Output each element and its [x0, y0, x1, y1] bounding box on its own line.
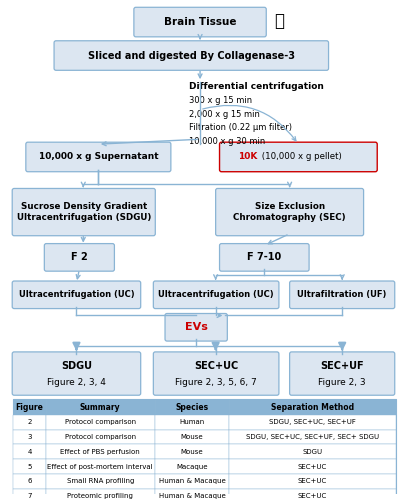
FancyBboxPatch shape [153, 281, 279, 308]
Text: Sliced and digested By Collagenase-3: Sliced and digested By Collagenase-3 [88, 50, 295, 60]
Text: 5: 5 [27, 464, 32, 469]
FancyBboxPatch shape [165, 314, 227, 341]
Text: F 2: F 2 [71, 252, 88, 262]
Text: Ultrafiltration (UF): Ultrafiltration (UF) [298, 290, 387, 300]
Text: SEC+UC: SEC+UC [298, 464, 327, 469]
Bar [229, 459, 396, 474]
Bar [13, 474, 46, 489]
Bar [46, 415, 155, 430]
Text: Sucrose Density Gradient
Ultracentrifugation (SDGU): Sucrose Density Gradient Ultracentrifuga… [16, 202, 151, 222]
Text: Species: Species [176, 402, 209, 411]
Bar [46, 399, 155, 415]
Bar [13, 489, 46, 500]
Text: Mouse: Mouse [181, 449, 203, 455]
Text: 2,000 x g 15 min: 2,000 x g 15 min [189, 110, 260, 118]
FancyBboxPatch shape [134, 8, 266, 37]
Text: Small RNA profiling: Small RNA profiling [67, 478, 134, 484]
Bar [155, 399, 229, 415]
Text: Figure 2, 3, 5, 6, 7: Figure 2, 3, 5, 6, 7 [175, 378, 257, 386]
Bar [46, 459, 155, 474]
Text: Figure 2, 3, 4: Figure 2, 3, 4 [47, 378, 106, 386]
Text: Brain Tissue: Brain Tissue [164, 17, 236, 27]
Bar [46, 489, 155, 500]
Text: Ultracentrifugation (UC): Ultracentrifugation (UC) [18, 290, 134, 300]
Text: 10K: 10K [238, 152, 257, 162]
Text: SEC+UC: SEC+UC [194, 360, 238, 370]
Bar [155, 459, 229, 474]
Text: Separation Method: Separation Method [271, 402, 354, 411]
FancyBboxPatch shape [54, 41, 328, 70]
Text: 10,000 x g Supernatant: 10,000 x g Supernatant [38, 152, 158, 162]
FancyBboxPatch shape [153, 352, 279, 395]
Text: 4: 4 [27, 449, 32, 455]
Text: SDGU: SDGU [302, 449, 322, 455]
Text: Differential centrifugation: Differential centrifugation [189, 82, 324, 91]
Text: Protocol comparison: Protocol comparison [65, 434, 136, 440]
Bar [229, 430, 396, 444]
Text: SEC+UC: SEC+UC [298, 493, 327, 499]
Text: (10,000 x g pellet): (10,000 x g pellet) [259, 152, 342, 162]
Bar [229, 444, 396, 459]
Text: Filtration (0.22 μm filter): Filtration (0.22 μm filter) [189, 124, 292, 132]
Text: EVs: EVs [185, 322, 208, 332]
FancyBboxPatch shape [45, 244, 114, 271]
Bar [229, 474, 396, 489]
Text: 2: 2 [27, 420, 32, 426]
Bar [229, 399, 396, 415]
Bar [155, 474, 229, 489]
FancyBboxPatch shape [290, 281, 395, 308]
Bar [155, 489, 229, 500]
Text: SEC+UC: SEC+UC [298, 478, 327, 484]
Text: Human & Macaque: Human & Macaque [159, 493, 225, 499]
Text: F 7-10: F 7-10 [247, 252, 282, 262]
FancyBboxPatch shape [12, 281, 141, 308]
Text: 6: 6 [27, 478, 32, 484]
Bar [229, 489, 396, 500]
Text: Human: Human [179, 420, 205, 426]
Text: Summary: Summary [80, 402, 121, 411]
Text: Protocol comparison: Protocol comparison [65, 420, 136, 426]
FancyBboxPatch shape [219, 142, 377, 172]
Text: SDGU, SEC+UC, SEC+UF: SDGU, SEC+UC, SEC+UF [269, 420, 356, 426]
Bar [46, 444, 155, 459]
Text: Effect of post-mortem interval: Effect of post-mortem interval [47, 464, 153, 469]
Bar [13, 399, 396, 500]
Text: 10,000 x g 30 min: 10,000 x g 30 min [189, 138, 265, 146]
Text: Macaque: Macaque [176, 464, 208, 469]
Bar [229, 415, 396, 430]
Text: Figure: Figure [16, 402, 43, 411]
Bar [155, 430, 229, 444]
FancyBboxPatch shape [26, 142, 171, 172]
Text: Effect of PBS perfusion: Effect of PBS perfusion [60, 449, 140, 455]
Text: Proteomic profiling: Proteomic profiling [67, 493, 133, 499]
Text: SEC+UF: SEC+UF [320, 360, 364, 370]
Text: Figure 2, 3: Figure 2, 3 [318, 378, 366, 386]
Text: SDGU: SDGU [61, 360, 92, 370]
Text: Size Exclusion
Chromatography (SEC): Size Exclusion Chromatography (SEC) [233, 202, 346, 222]
Text: Ultracentrifugation (UC): Ultracentrifugation (UC) [158, 290, 274, 300]
Bar [13, 459, 46, 474]
Text: 🧠: 🧠 [274, 12, 284, 30]
Text: 300 x g 15 min: 300 x g 15 min [189, 96, 253, 105]
Text: Mouse: Mouse [181, 434, 203, 440]
FancyBboxPatch shape [216, 188, 364, 236]
Bar [13, 399, 46, 415]
Text: 3: 3 [27, 434, 32, 440]
Bar [46, 474, 155, 489]
Text: 7: 7 [27, 493, 32, 499]
Bar [13, 444, 46, 459]
Bar [155, 415, 229, 430]
Bar [13, 415, 46, 430]
FancyBboxPatch shape [12, 352, 141, 395]
FancyBboxPatch shape [290, 352, 395, 395]
FancyBboxPatch shape [12, 188, 155, 236]
Text: Human & Macaque: Human & Macaque [159, 478, 225, 484]
Bar [155, 444, 229, 459]
Text: SDGU, SEC+UC, SEC+UF, SEC+ SDGU: SDGU, SEC+UC, SEC+UF, SEC+ SDGU [246, 434, 379, 440]
Bar [46, 430, 155, 444]
FancyBboxPatch shape [219, 244, 309, 271]
Bar [13, 430, 46, 444]
